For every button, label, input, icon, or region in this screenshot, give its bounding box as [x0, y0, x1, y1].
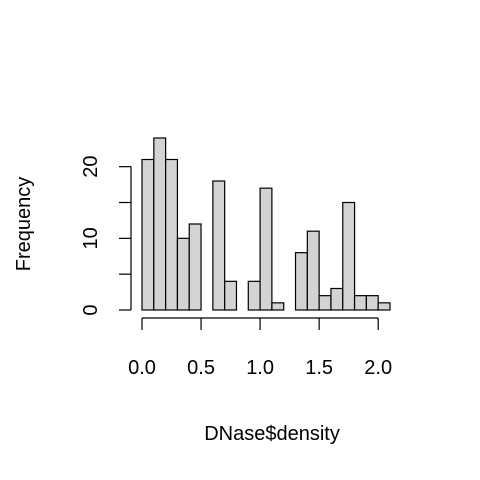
histogram-bar: [247, 280, 261, 311]
histogram-bar: [141, 158, 155, 311]
y-tick-label: 0: [80, 304, 102, 315]
x-tick-label: 1.5: [305, 357, 333, 379]
histogram-bar: [365, 295, 379, 311]
x-tick-label: 2.0: [364, 357, 392, 379]
y-axis: 0 10 20: [80, 156, 132, 316]
histogram-bar: [176, 237, 190, 311]
histogram-bar: [153, 137, 167, 311]
histogram-bar: [353, 295, 367, 311]
x-tick-label: 0.5: [187, 357, 215, 379]
y-axis-label: Frequency: [13, 177, 35, 272]
histogram-bar: [330, 287, 344, 311]
histogram-bar: [306, 230, 320, 311]
histogram-bar: [259, 187, 273, 311]
x-tick-label: 1.0: [246, 357, 274, 379]
x-tick-label: 0.0: [128, 357, 156, 379]
x-axis: 0.0 0.5 1.0 1.5 2.0: [128, 317, 392, 379]
histogram-bar: [294, 252, 308, 311]
histogram-bar: [271, 302, 285, 311]
x-axis-label: DNase$density: [204, 423, 340, 445]
histogram-bar: [224, 280, 238, 311]
histogram-bar: [212, 180, 226, 311]
histogram-bar: [342, 201, 356, 311]
y-tick-label: 10: [80, 227, 102, 249]
y-tick-label: 20: [80, 156, 102, 178]
histogram-bar: [377, 302, 391, 311]
histogram-bar: [188, 223, 202, 311]
bars-group: [141, 137, 391, 311]
histogram-bar: [318, 295, 332, 311]
histogram-bar: [165, 158, 179, 311]
